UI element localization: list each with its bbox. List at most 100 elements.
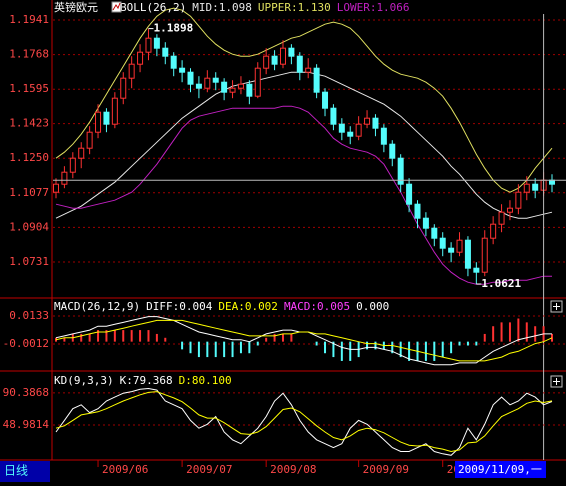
y-tick-label: 48.9814	[3, 418, 50, 431]
candle-body	[490, 223, 497, 239]
candle-body	[204, 77, 211, 89]
candle-body	[380, 127, 387, 145]
candle-body	[279, 47, 286, 65]
indicator-icon	[111, 1, 122, 13]
candle-body	[481, 237, 488, 273]
y-tick-label: 1.1768	[9, 48, 49, 61]
indicator-line	[55, 387, 553, 456]
candle-body	[389, 143, 396, 159]
candle-body	[439, 237, 446, 249]
plot-layer: 1.0731 1.0904 1.1077 1.1250 1.1423 1.1595 1.17…	[3, 7, 566, 460]
candle-body	[254, 67, 261, 97]
cursor-date-box	[455, 461, 546, 478]
candle-body	[523, 183, 530, 193]
candle-body	[128, 63, 135, 79]
expand-icon	[553, 303, 560, 310]
indicator-line	[55, 319, 553, 362]
candle-body	[473, 267, 480, 273]
candle-body	[296, 55, 303, 73]
indicator-line	[55, 391, 553, 453]
candle-body	[422, 217, 429, 229]
last-value: 0.000	[356, 300, 389, 313]
y-tick-label: -0.0012	[3, 337, 49, 350]
candle-body	[271, 55, 278, 65]
y-tick-label: 1.1077	[9, 186, 49, 199]
candle-body	[221, 81, 228, 93]
candle-body	[86, 131, 93, 149]
period-label: 日线	[4, 464, 28, 478]
annotation: 1.0621	[481, 277, 521, 290]
indicator-line	[55, 71, 553, 219]
candle-body	[406, 183, 413, 205]
candle-body	[456, 239, 463, 253]
candle-body	[162, 47, 169, 57]
instrument: 英镑欧元	[54, 0, 98, 14]
expand-icon	[553, 378, 560, 385]
kd-header: KD(9,3,3) K:79.368 D:80.100	[54, 374, 232, 387]
candle-body	[448, 247, 455, 253]
candle-body	[78, 147, 85, 159]
y-tick-label: 90.3868	[3, 386, 49, 399]
candle-body	[431, 227, 438, 239]
legend-entry: MID:1.098	[192, 1, 252, 14]
candle-body	[322, 91, 329, 109]
legend-entry: LOWER:1.066	[337, 1, 410, 14]
candle-body	[170, 55, 177, 69]
candle-body	[364, 117, 371, 125]
candle-body	[549, 179, 555, 185]
candle-body	[372, 117, 379, 129]
legend-entry: UPPER:1.130	[258, 1, 331, 14]
candle-body	[95, 111, 102, 133]
legend-entry: K:79.368	[120, 374, 173, 387]
legend-entry: DIFF:0.004	[146, 300, 213, 313]
cursor-date: 2009/11/09,一	[458, 463, 542, 476]
candle-body	[137, 51, 144, 65]
y-tick-label: 0.0133	[9, 309, 49, 322]
candle-body	[288, 47, 295, 57]
candle-body	[263, 55, 270, 69]
candle-body	[195, 83, 202, 89]
y-tick-label: 1.1250	[9, 151, 49, 164]
y-tick-label: 1.1423	[9, 117, 49, 130]
indicator-line	[55, 105, 552, 285]
legend-entry: MACD:0.005	[284, 300, 350, 313]
candle-body	[515, 191, 522, 209]
legend-entry: D:80.100	[179, 374, 232, 387]
candle-body	[347, 131, 354, 137]
indicator: KD(9,3,3)	[54, 374, 114, 387]
candle-body	[397, 157, 404, 185]
candle-body	[120, 77, 127, 99]
candle-body	[506, 207, 513, 213]
candle-body	[145, 37, 152, 53]
candle-body	[69, 157, 76, 173]
candle-body	[464, 239, 471, 269]
y-tick-label: 1.1941	[9, 13, 49, 26]
candle-body	[305, 67, 312, 73]
candle-body	[103, 111, 110, 125]
annotation: 1.1898	[153, 22, 193, 35]
indicator-icon-glyph	[112, 2, 121, 11]
candle-body	[153, 37, 160, 49]
candle-body	[330, 107, 337, 125]
candle-body	[498, 211, 505, 225]
candle-body	[61, 171, 68, 185]
x-tick-label: 2009/06	[102, 463, 148, 476]
candle-body	[53, 183, 59, 193]
y-tick-label: 1.1595	[9, 82, 49, 95]
indicator-line	[55, 7, 553, 193]
candle-body	[179, 67, 186, 73]
candle-body	[414, 203, 421, 219]
y-tick-label: 1.0731	[9, 255, 49, 268]
y-tick-label: 1.0904	[9, 220, 49, 233]
candle-body	[237, 83, 244, 89]
period-tab[interactable]	[0, 461, 50, 482]
candle-body	[229, 87, 236, 93]
candle-body	[338, 123, 345, 133]
candle-body	[187, 71, 194, 85]
x-tick-label: 2009/09	[363, 463, 409, 476]
candle-body	[532, 183, 539, 191]
candle-body	[355, 123, 362, 137]
